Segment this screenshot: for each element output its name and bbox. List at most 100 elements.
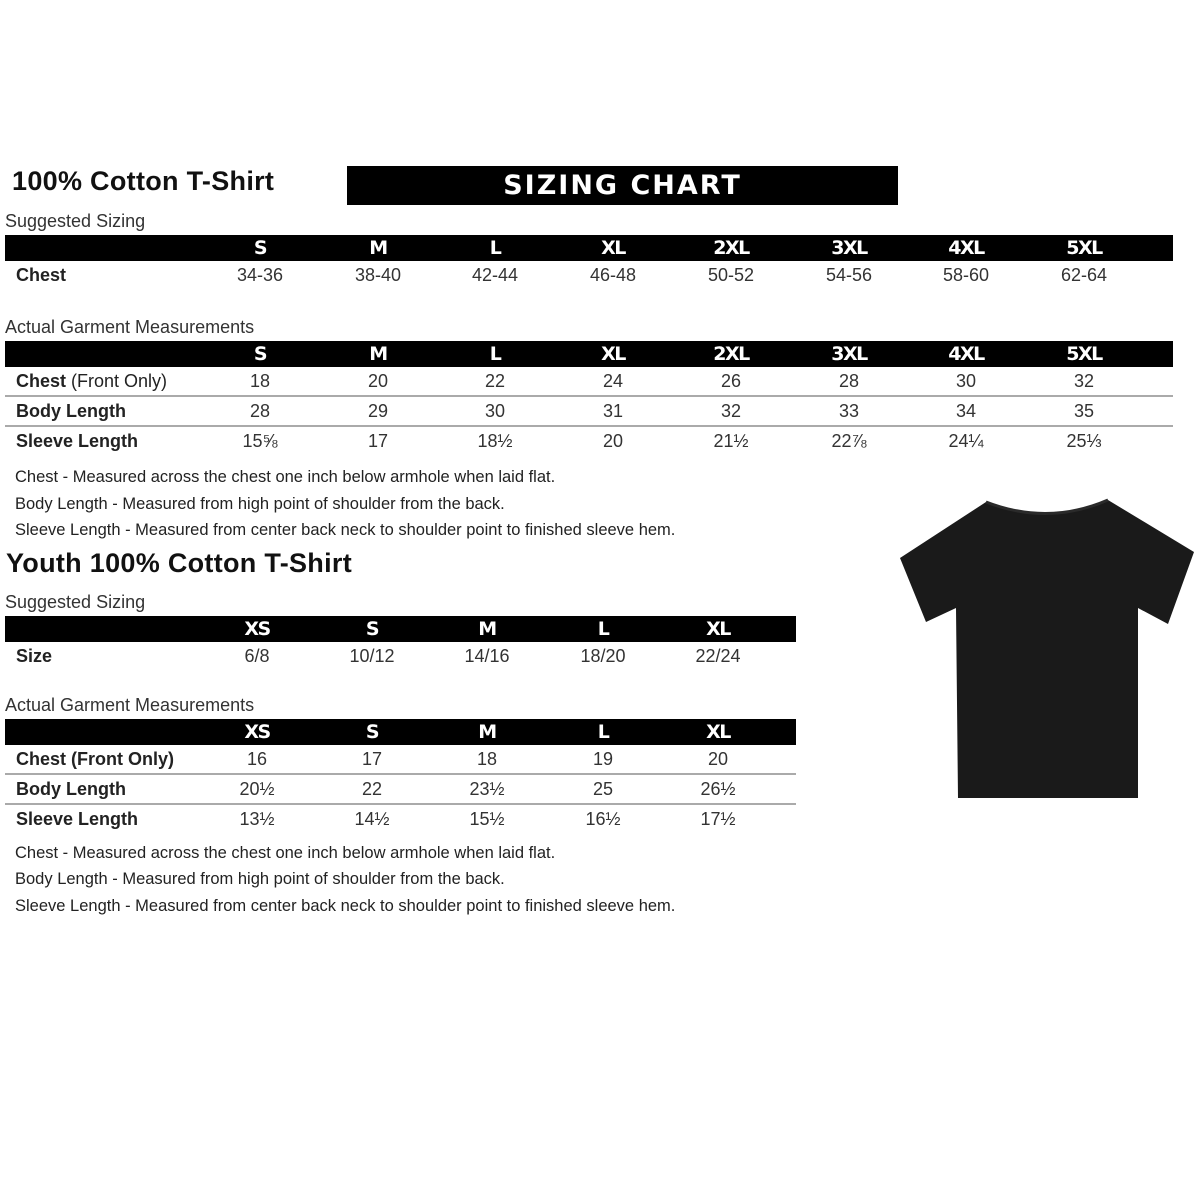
table-cell: 18/20 xyxy=(580,646,626,666)
black-tshirt-icon xyxy=(900,498,1194,798)
table-cell: 22⅞ xyxy=(831,431,867,451)
table-cell: 17 xyxy=(361,749,383,769)
row-label: Body Length xyxy=(16,775,126,803)
size-header-l: L xyxy=(489,237,502,259)
size-header-5xl: 5XL xyxy=(1066,237,1103,259)
table-cell: 10/12 xyxy=(349,646,395,666)
table-cell: 16½ xyxy=(585,809,621,829)
youth-title: Youth 100% Cotton T-Shirt xyxy=(6,548,352,578)
size-header-xl: XL xyxy=(601,343,626,365)
size-header-s: S xyxy=(365,721,380,743)
table-cell: 29 xyxy=(367,401,389,421)
table-cell: 34 xyxy=(955,401,977,421)
row-label-text: Size xyxy=(16,646,53,666)
adult-suggested-table: S M L XL 2XL 3XL 4XL 5XL Chest 34-36 38-40 42-44 46-… xyxy=(5,235,1173,289)
table-cell: 13½ xyxy=(239,809,275,829)
table-cell: 38-40 xyxy=(354,265,402,285)
size-header-s: S xyxy=(365,618,380,640)
adult-note-sleeve-length: Sleeve Length - Measured from center bac… xyxy=(15,521,676,539)
table-cell: 28 xyxy=(838,371,860,391)
size-header-s: S xyxy=(253,237,268,259)
size-header-3xl: 3XL xyxy=(831,343,868,365)
size-header-row: S M L XL 2XL 3XL 4XL 5XL xyxy=(5,341,1173,367)
row-label-text: Chest xyxy=(16,371,67,391)
table-cell: 34-36 xyxy=(236,265,284,285)
sizing-chart-banner: SIZING CHART xyxy=(347,166,898,205)
youth-actual-label: Actual Garment Measurements xyxy=(5,695,255,715)
table-cell: 22 xyxy=(484,371,506,391)
youth-suggested-label: Suggested Sizing xyxy=(5,592,146,612)
table-cell: 30 xyxy=(484,401,506,421)
table-cell: 32 xyxy=(1073,371,1095,391)
size-header-m: M xyxy=(369,237,388,259)
table-cell: 62-64 xyxy=(1060,265,1108,285)
table-cell: 18½ xyxy=(477,431,513,451)
table-cell: 25 xyxy=(592,779,614,799)
table-cell: 24¼ xyxy=(948,431,984,451)
table-cell: 50-52 xyxy=(707,265,755,285)
table-row: Body Length 28 29 30 31 32 33 34 35 xyxy=(5,397,1173,427)
size-header-xl: XL xyxy=(601,237,626,259)
table-cell: 15½ xyxy=(469,809,505,829)
size-header-row: XS S M L XL xyxy=(5,616,796,642)
table-cell: 31 xyxy=(602,401,624,421)
table-cell: 54-56 xyxy=(825,265,873,285)
adult-note-body-length: Body Length - Measured from high point o… xyxy=(15,495,505,513)
table-cell: 17 xyxy=(367,431,389,451)
row-label: Size xyxy=(16,642,52,670)
table-cell: 14½ xyxy=(354,809,390,829)
table-cell: 22/24 xyxy=(695,646,741,666)
adult-title: 100% Cotton T-Shirt xyxy=(12,166,275,196)
row-label: Sleeve Length xyxy=(16,805,138,833)
row-label-text: Sleeve Length xyxy=(16,431,139,451)
table-cell: 18 xyxy=(476,749,498,769)
table-row: Chest 34-36 38-40 42-44 46-48 50-52 54-56 58-60… xyxy=(5,261,1173,289)
adult-suggested-label: Suggested Sizing xyxy=(5,211,146,231)
table-cell: 20 xyxy=(602,431,624,451)
size-header-m: M xyxy=(478,618,497,640)
row-label-text: Sleeve Length xyxy=(16,809,139,829)
youth-actual-table: XS S M L XL Chest (Front Only) 16 17 18 19 20 Body … xyxy=(5,719,796,833)
table-cell: 18 xyxy=(249,371,271,391)
row-label-text: Chest (Front Only) xyxy=(16,749,174,769)
table-cell: 14/16 xyxy=(464,646,510,666)
youth-suggested-table: XS S M L XL Size 6/8 10/12 14/16 18/20 22/24 xyxy=(5,616,796,670)
row-label-text: Body Length xyxy=(16,401,126,421)
table-cell: 32 xyxy=(720,401,742,421)
table-cell: 6/8 xyxy=(244,646,270,666)
table-row: Chest (Front Only) 16 17 18 19 20 xyxy=(5,745,796,775)
size-header-2xl: 2XL xyxy=(713,237,750,259)
size-header-l: L xyxy=(597,721,610,743)
size-header-xl: XL xyxy=(706,721,731,743)
youth-note-sleeve-length: Sleeve Length - Measured from center bac… xyxy=(15,897,676,915)
table-cell: 46-48 xyxy=(589,265,637,285)
table-row: Body Length 20½ 22 23½ 25 26½ xyxy=(5,775,796,805)
table-cell: 35 xyxy=(1073,401,1095,421)
size-header-4xl: 4XL xyxy=(948,343,985,365)
table-row: Size 6/8 10/12 14/16 18/20 22/24 xyxy=(5,642,796,670)
size-header-2xl: 2XL xyxy=(713,343,750,365)
table-cell: 16 xyxy=(246,749,268,769)
size-header-4xl: 4XL xyxy=(948,237,985,259)
table-row: Sleeve Length 13½ 14½ 15½ 16½ 17½ xyxy=(5,805,796,833)
table-cell: 42-44 xyxy=(471,265,519,285)
table-cell: 26½ xyxy=(700,779,736,799)
table-cell: 26 xyxy=(720,371,742,391)
row-label-suffix: (Front Only) xyxy=(66,371,168,391)
size-header-row: XS S M L XL xyxy=(5,719,796,745)
table-row: Sleeve Length 15⅝ 17 18½ 20 21½ 22⅞ 24¼ 25⅓ xyxy=(5,427,1173,455)
table-cell: 15⅝ xyxy=(242,431,278,451)
adult-actual-label: Actual Garment Measurements xyxy=(5,317,255,337)
size-header-s: S xyxy=(253,343,268,365)
table-cell: 33 xyxy=(838,401,860,421)
table-cell: 17½ xyxy=(700,809,736,829)
table-cell: 28 xyxy=(249,401,271,421)
table-cell: 58-60 xyxy=(942,265,990,285)
youth-note-body-length: Body Length - Measured from high point o… xyxy=(15,870,505,888)
size-header-row: S M L XL 2XL 3XL 4XL 5XL xyxy=(5,235,1173,261)
size-header-5xl: 5XL xyxy=(1066,343,1103,365)
table-cell: 25⅓ xyxy=(1066,431,1102,451)
size-header-3xl: 3XL xyxy=(831,237,868,259)
row-label-text: Chest xyxy=(16,265,67,285)
table-cell: 21½ xyxy=(713,431,749,451)
